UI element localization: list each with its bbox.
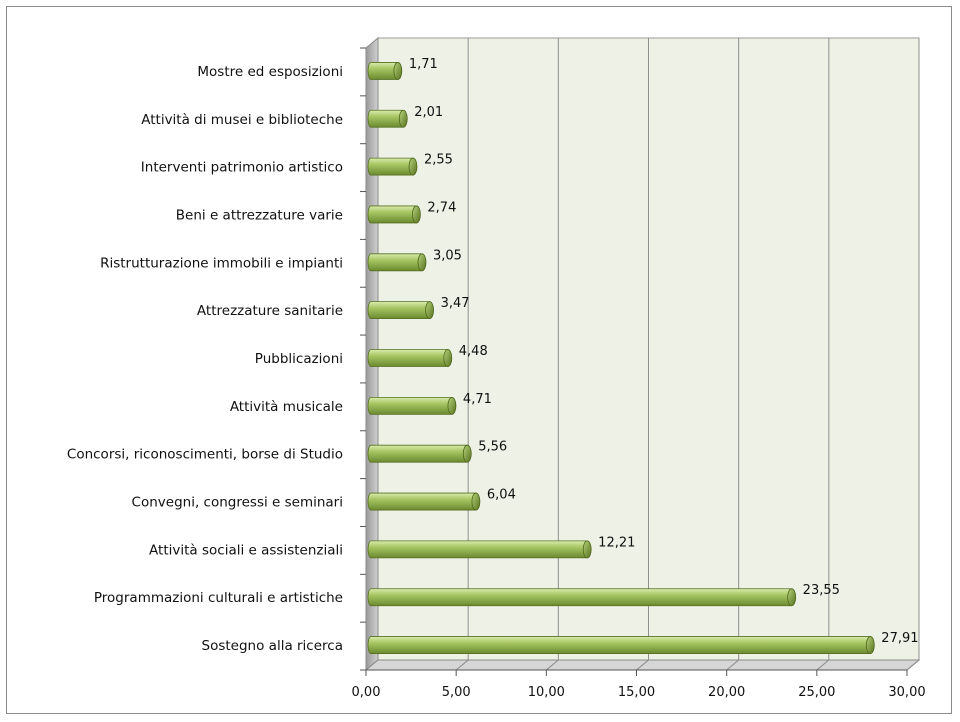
value-label: 6,04 (487, 488, 516, 503)
bar (367, 540, 592, 559)
bar-body (367, 588, 796, 607)
bar (367, 588, 797, 607)
bar-body (367, 396, 456, 415)
bar-body (367, 492, 480, 511)
category-label: Beni e attrezzature varie (176, 207, 343, 223)
value-label: 4,48 (459, 344, 488, 359)
bar-cap (787, 588, 797, 607)
bar-body (367, 540, 591, 559)
bar-body (367, 253, 426, 272)
x-tick-label: 5,00 (442, 685, 471, 700)
category-label: Attività sociali e assistenziali (149, 542, 343, 558)
bar-cap (443, 349, 453, 367)
bar-cap (471, 492, 481, 511)
x-tick-label: 15,00 (618, 685, 655, 700)
bar-body (367, 349, 452, 367)
bar-cap (417, 253, 427, 272)
bar-cap (393, 62, 403, 80)
floor-gridline (455, 659, 469, 671)
bar (367, 301, 434, 320)
floor-gridline (636, 659, 649, 671)
value-label: 1,71 (409, 57, 438, 72)
category-label: Attrezzature sanitarie (197, 303, 343, 319)
bar-body (367, 205, 420, 224)
bar (367, 62, 403, 80)
category-label: Mostre ed esposizioni (197, 64, 343, 80)
category-label: Attività di musei e biblioteche (141, 112, 343, 128)
bar (367, 396, 457, 415)
value-label: 2,55 (424, 153, 453, 168)
bar-body (367, 444, 471, 463)
bar-cap (865, 636, 875, 654)
bar-cap (398, 109, 408, 128)
x-tick-label: 20,00 (708, 685, 745, 700)
value-label: 4,71 (463, 392, 492, 407)
bar (367, 492, 481, 511)
category-label: Sostegno alla ricerca (202, 638, 343, 654)
category-label: Programmazioni culturali e artistiche (94, 590, 343, 606)
value-label: 12,21 (598, 535, 635, 550)
bars (367, 62, 875, 654)
category-label: Convegni, congressi e seminari (132, 495, 343, 511)
category-label: Interventi patrimonio artistico (141, 160, 343, 176)
bar-cap (412, 205, 421, 224)
x-tick-label: 30,00 (888, 685, 925, 700)
bar-cap (447, 396, 457, 415)
bar-cap (582, 540, 592, 559)
value-label: 3,05 (433, 248, 462, 263)
x-tick-label: 25,00 (798, 685, 835, 700)
bar (367, 636, 875, 654)
value-labels: 1,71 2,01 2,55 2,74 3,05 3,47 4,48 4,71 5,56 6,04… (409, 57, 919, 646)
bar (367, 253, 427, 272)
x-axis-ticks: 0,00 5,00 10,00 15,00 20,00 25,00 30,00 (352, 47, 926, 700)
bar (367, 157, 418, 176)
category-labels: Mostre ed esposizioni Attività di musei e… (67, 64, 343, 654)
bar (367, 444, 472, 463)
value-label: 23,55 (803, 583, 840, 598)
category-label: Attività musicale (230, 399, 343, 415)
bar-cap (425, 301, 434, 320)
value-label: 2,01 (414, 105, 443, 120)
category-label: Concorsi, riconoscimenti, borse di Studi… (67, 447, 343, 463)
floor-gridline (816, 659, 830, 671)
bar-cap (462, 444, 472, 463)
value-label: 5,56 (478, 440, 507, 455)
bar (367, 109, 408, 128)
bar (367, 205, 421, 224)
bar-body (367, 636, 874, 654)
bar-cap (408, 157, 418, 176)
bar-body (367, 301, 433, 320)
value-label: 2,74 (427, 200, 456, 215)
x-tick-label: 0,00 (352, 685, 381, 700)
x-tick-label: 10,00 (528, 685, 565, 700)
floor-gridline (726, 659, 739, 671)
floor-gridline (906, 659, 920, 671)
value-label: 3,47 (441, 296, 470, 311)
value-label: 27,91 (881, 631, 918, 646)
bar (367, 349, 453, 367)
category-label: Pubblicazioni (255, 351, 343, 367)
floor-gridline (546, 659, 559, 671)
category-label: Ristrutturazione immobili e impianti (100, 255, 343, 271)
